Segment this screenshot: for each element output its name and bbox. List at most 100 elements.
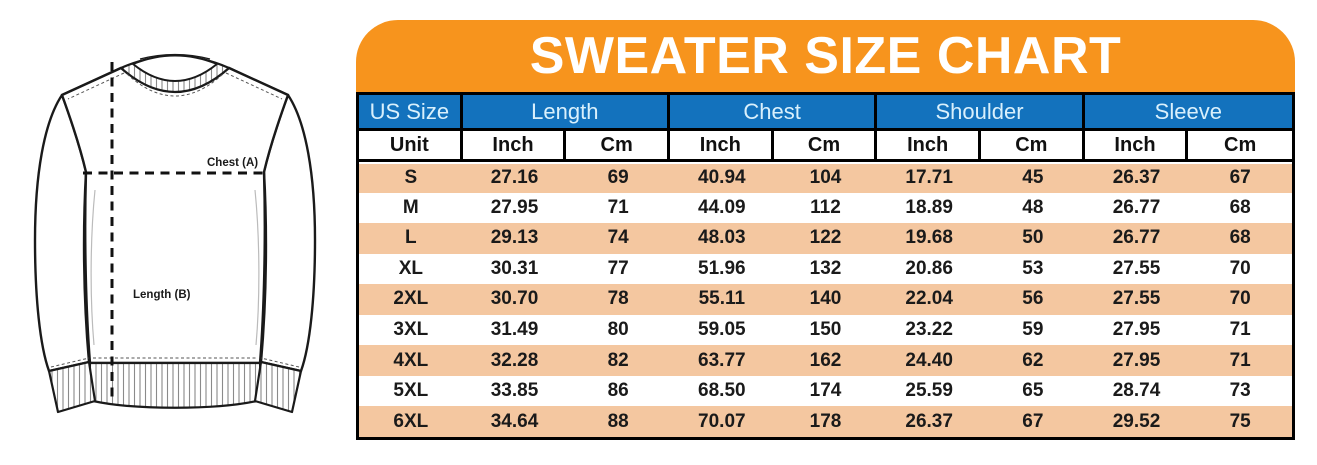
measurement-cell: 162: [773, 345, 878, 376]
measurement-cell: 68: [1188, 192, 1292, 224]
measurement-cell: 63.77: [669, 345, 774, 376]
measurement-cell: 78: [566, 284, 670, 315]
measurement-cell: 67: [980, 406, 1085, 437]
measurement-cell: 27.95: [462, 192, 567, 224]
measurement-cell: 30.70: [462, 284, 567, 315]
measurement-cell: 112: [773, 192, 878, 224]
measurement-cell: 29.52: [1084, 406, 1189, 437]
measurement-cell: 82: [566, 345, 670, 376]
measurement-cell: 23.22: [877, 314, 981, 346]
sweater-body: [60, 66, 290, 365]
measurement-cell: 19.68: [877, 223, 981, 254]
column-group-header: Length: [462, 95, 670, 131]
length-measure-label: Length (B): [133, 289, 191, 301]
measurement-cell: 70: [1188, 284, 1292, 315]
size-label-cell: M: [359, 192, 463, 224]
measurement-cell: 55.11: [669, 284, 774, 315]
measurement-cell: 68: [1188, 223, 1292, 254]
measurement-cell: 27.95: [1084, 345, 1189, 376]
unit-header-cell: Inch: [669, 131, 774, 162]
measurement-cell: 88: [566, 406, 670, 437]
page-title: SWEATER SIZE CHART: [529, 27, 1122, 85]
measurement-cell: 25.59: [877, 375, 981, 407]
measurement-cell: 28.74: [1084, 375, 1189, 407]
measurement-cell: 48: [980, 192, 1085, 224]
measurement-cell: 26.77: [1084, 223, 1189, 254]
measurement-cell: 104: [773, 162, 878, 193]
size-label-cell: 3XL: [359, 314, 463, 346]
sweater-diagram: Chest (A) Length (B): [33, 53, 317, 414]
sweater-right-cuff: [253, 360, 303, 414]
measurement-cell: 27.55: [1084, 284, 1189, 315]
measurement-cell: 26.77: [1084, 192, 1189, 224]
measurement-cell: 44.09: [669, 192, 774, 224]
measurement-cell: 59.05: [669, 314, 774, 346]
measurement-cell: 26.37: [877, 406, 981, 437]
measurement-cell: 29.13: [462, 223, 567, 254]
measurement-cell: 71: [566, 192, 670, 224]
measurement-cell: 71: [1188, 345, 1292, 376]
seam-stitch-lines: [50, 72, 300, 368]
measurement-cell: 74: [566, 223, 670, 254]
measurement-cell: 34.64: [462, 406, 567, 437]
measurement-cell: 80: [566, 314, 670, 346]
measurement-cell: 20.86: [877, 253, 981, 285]
measurement-cell: 17.71: [877, 162, 981, 193]
measurement-cell: 40.94: [669, 162, 774, 193]
unit-header-cell: Inch: [462, 131, 567, 162]
size-label-cell: L: [359, 223, 463, 254]
right-sleeve-crease-line: [254, 189, 260, 346]
measurement-cell: 27.95: [1084, 314, 1189, 346]
measurement-cell: 31.49: [462, 314, 567, 346]
unit-header-cell: Cm: [566, 131, 670, 162]
size-label-cell: 4XL: [359, 345, 463, 376]
measurement-cell: 77: [566, 253, 670, 285]
measurement-cell: 51.96: [669, 253, 774, 285]
collar-back-seam-line: [139, 53, 211, 60]
measurement-cell: 22.04: [877, 284, 981, 315]
measurement-cell: 150: [773, 314, 878, 346]
measurement-cell: 27.16: [462, 162, 567, 193]
measurement-cell: 140: [773, 284, 878, 315]
column-group-header: Shoulder: [877, 95, 1085, 131]
measurement-cell: 122: [773, 223, 878, 254]
unit-header-cell: Inch: [1084, 131, 1189, 162]
measurement-cell: 59: [980, 314, 1085, 346]
measurement-cell: 62: [980, 345, 1085, 376]
measurement-cell: 68.50: [669, 375, 774, 407]
measurement-cell: 178: [773, 406, 878, 437]
unit-header-cell: Cm: [1188, 131, 1292, 162]
measurement-cell: 174: [773, 375, 878, 407]
size-label-cell: 5XL: [359, 375, 463, 407]
unit-header-cell: Cm: [980, 131, 1085, 162]
chest-measure-label: Chest (A): [207, 157, 258, 169]
size-table: US Size Length Chest Shoulder Sleeve Unit Inch…: [356, 92, 1295, 440]
measurement-cell: 70.07: [669, 406, 774, 437]
measurement-cell: 71: [1188, 314, 1292, 346]
measurement-cell: 32.28: [462, 345, 567, 376]
size-label-cell: S: [359, 162, 463, 193]
left-sleeve-crease-line: [90, 189, 96, 346]
measurement-cell: 26.37: [1084, 162, 1189, 193]
measurement-cell: 65: [980, 375, 1085, 407]
measurement-cell: 86: [566, 375, 670, 407]
measurement-cell: 73: [1188, 375, 1292, 407]
measurement-cell: 50: [980, 223, 1085, 254]
column-group-header: US Size: [359, 95, 463, 131]
column-group-header: Chest: [669, 95, 878, 131]
measurement-cell: 75: [1188, 406, 1292, 437]
size-label-cell: 2XL: [359, 284, 463, 315]
measurement-cell: 70: [1188, 253, 1292, 285]
sweater-hem-ribbing: [88, 361, 262, 409]
title-banner: SWEATER SIZE CHART: [356, 20, 1295, 92]
measurement-cell: 56: [980, 284, 1085, 315]
size-chart-panel: SWEATER SIZE CHART US Size Length Chest Sho…: [356, 20, 1295, 440]
measurement-cell: 48.03: [669, 223, 774, 254]
measurement-cell: 45: [980, 162, 1085, 193]
measurement-cell: 33.85: [462, 375, 567, 407]
measurement-cell: 132: [773, 253, 878, 285]
measurement-cell: 67: [1188, 162, 1292, 193]
unit-header-cell: Inch: [877, 131, 981, 162]
sweater-neck-opening: [132, 54, 218, 82]
